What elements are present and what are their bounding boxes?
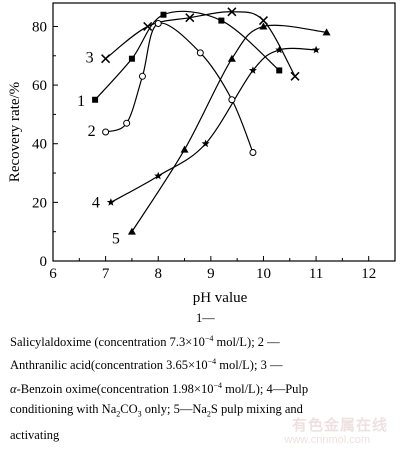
point-series-3 [227, 7, 237, 17]
point-series-3 [290, 71, 300, 81]
watermark-url: www.cnnmol.com [284, 434, 370, 446]
caption-item-5-end: activating [10, 428, 60, 443]
point-series-2 [228, 96, 236, 104]
point-series-2 [123, 119, 131, 127]
point-series-4 [154, 171, 163, 180]
point-series-5 [227, 54, 236, 62]
point-series-4 [201, 139, 210, 148]
point-series-1 [160, 11, 167, 18]
y-tick-label: 20 [32, 195, 47, 211]
caption-item-2-desc: Anthranilic acid(concentration 3.65×10 [10, 358, 208, 373]
caption-item-2-unit: mol/L); 3 — [216, 358, 283, 373]
point-series-1 [128, 55, 135, 62]
markers [92, 7, 331, 235]
curves [94, 10, 327, 233]
caption-item-1-label: 1— [196, 311, 215, 325]
point-series-3 [101, 54, 111, 64]
caption-item-4-end: only; 5—Na [141, 402, 207, 417]
figure-caption: 1— Salicylaldoxime (concentration 7.3×10… [10, 308, 394, 446]
curve-5 [131, 24, 327, 233]
point-series-2 [138, 72, 146, 80]
curve-labels: 12 3 4 5 [77, 50, 120, 248]
point-series-5 [180, 145, 189, 153]
plot-frame [52, 2, 396, 262]
x-tick-label: 12 [361, 266, 376, 282]
x-tick-label: 7 [102, 266, 110, 282]
curve-label-3: 3 [86, 50, 94, 67]
curve-label-1: 1 [77, 93, 85, 110]
point-series-1 [218, 17, 225, 24]
x-tick-label: 8 [154, 266, 162, 282]
caption-item-1-exp: −4 [204, 333, 214, 343]
point-series-2 [249, 149, 257, 157]
caption-item-5-desc: S pulp mixing and [210, 402, 303, 417]
point-series-2 [196, 49, 204, 57]
caption-item-1-unit: mol/L); 2 — [213, 334, 280, 349]
curve-3 [105, 11, 296, 77]
caption-item-3-unit: mol/L); 4—Pulp [222, 381, 309, 396]
point-series-5 [259, 22, 268, 30]
caption-item-3-alpha: α [10, 381, 17, 396]
curve-label-2: 2 [88, 123, 96, 140]
curve-label-5: 5 [112, 231, 120, 248]
y-axis-title: Recovery rate/% [7, 82, 23, 182]
point-series-4 [312, 45, 321, 54]
y-tick-label: 60 [32, 78, 47, 94]
y-tick-label: 80 [32, 19, 47, 35]
point-series-2 [102, 128, 110, 136]
caption-item-4-sub1: 2 [116, 409, 121, 419]
caption-item-2-exp: −4 [207, 357, 217, 367]
caption-item-5-sub: 2 [206, 409, 211, 419]
x-tick-label: 9 [207, 266, 215, 282]
point-series-2 [154, 20, 162, 28]
point-series-3 [185, 13, 195, 23]
curve-1 [94, 10, 280, 101]
point-series-1 [276, 67, 283, 74]
point-series-4 [275, 45, 284, 54]
y-tick-label: 0 [40, 254, 48, 270]
caption-item-4-mid: CO [120, 402, 138, 417]
point-series-4 [248, 66, 257, 74]
point-series-5 [127, 227, 136, 235]
curve-4 [110, 47, 317, 203]
watermark-text: 有色金属在线 [291, 417, 388, 434]
caption-item-3-desc: -Benzoin oxime(concentration 1.98×10 [16, 381, 214, 396]
y-tick-label: 40 [32, 137, 47, 153]
caption-item-4-desc: conditioning with Na [10, 402, 117, 417]
point-series-5 [322, 28, 331, 36]
caption-item-1-desc: Salicylaldoxime (concentration 7.3×10 [10, 334, 205, 349]
point-series-1 [92, 96, 99, 103]
x-axis-title: pH value [193, 290, 248, 306]
curve-2 [105, 22, 254, 153]
x-tick-label: 10 [256, 266, 271, 282]
caption-item-4-sub2: 3 [137, 409, 142, 419]
caption-item-3-exp: −4 [213, 380, 223, 390]
curve-label-4: 4 [92, 194, 100, 211]
x-tick-label: 6 [49, 266, 57, 282]
x-tick-label: 11 [309, 266, 323, 282]
point-series-4 [106, 198, 115, 206]
point-series-3 [258, 16, 268, 26]
point-series-3 [143, 21, 153, 31]
